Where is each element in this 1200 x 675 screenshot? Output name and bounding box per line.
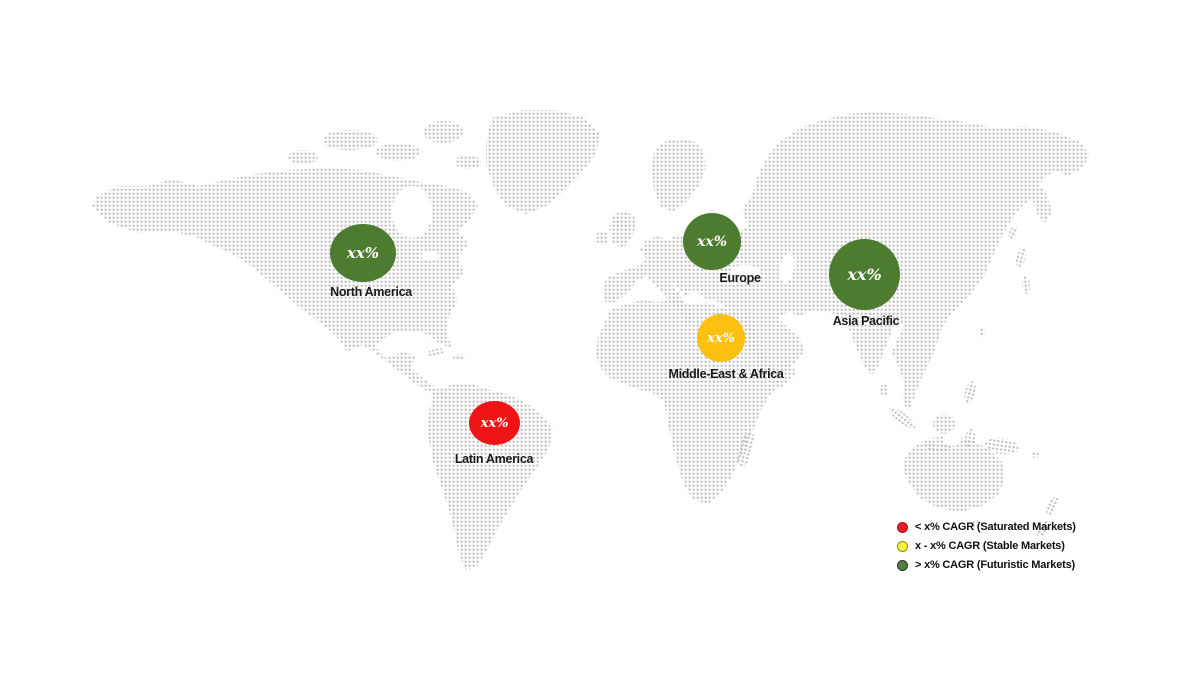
continent-south-america bbox=[428, 383, 553, 570]
legend-stable-label: x - x% CAGR (Stable Markets) bbox=[915, 540, 1065, 552]
label-asia-pacific: Asia Pacific bbox=[832, 314, 900, 328]
continent-uk bbox=[609, 210, 636, 249]
bubble-north-america-value: xx% bbox=[346, 243, 380, 262]
legend-yellow-dot-icon bbox=[897, 540, 908, 552]
bubble-asia-pacific-value: xx% bbox=[847, 264, 882, 284]
bubble-latin-america: xx% bbox=[469, 401, 520, 445]
legend-saturated-label: < x% CAGR (Saturated Markets) bbox=[915, 521, 1076, 533]
bubble-europe: xx% bbox=[683, 213, 741, 270]
bubble-europe-value: xx% bbox=[697, 233, 727, 250]
label-europe: Europe bbox=[719, 271, 761, 285]
continent-north-america bbox=[92, 168, 478, 400]
legend-item-futuristic: > x% CAGR (Futuristic Markets) bbox=[897, 559, 1076, 571]
continent-australia bbox=[903, 436, 1005, 512]
continent-africa bbox=[596, 300, 798, 504]
bubble-middle-east-africa: xx% bbox=[697, 314, 745, 362]
legend-item-saturated: < x% CAGR (Saturated Markets) bbox=[897, 521, 1076, 533]
continent-scandinavia bbox=[652, 138, 706, 212]
bubble-latin-america-value: xx% bbox=[480, 415, 509, 431]
bubble-asia-pacific: xx% bbox=[829, 239, 900, 310]
label-latin-america: Latin America bbox=[454, 452, 534, 466]
continent-greenland bbox=[486, 110, 600, 214]
continents bbox=[92, 110, 1090, 570]
sea-cutouts bbox=[392, 186, 961, 446]
bubble-north-america: xx% bbox=[330, 224, 396, 282]
label-north-america: North America bbox=[330, 285, 412, 299]
label-middle-east-africa: Middle-East & Africa bbox=[668, 367, 784, 381]
legend-red-dot-icon bbox=[897, 521, 908, 533]
legend-futuristic-label: > x% CAGR (Futuristic Markets) bbox=[915, 559, 1075, 571]
legend-item-stable: x - x% CAGR (Stable Markets) bbox=[897, 540, 1076, 552]
bubble-middle-east-africa-value: xx% bbox=[707, 330, 735, 346]
legend: < x% CAGR (Saturated Markets) x - x% CAG… bbox=[897, 521, 1076, 578]
legend-green-dot-icon bbox=[897, 559, 908, 571]
